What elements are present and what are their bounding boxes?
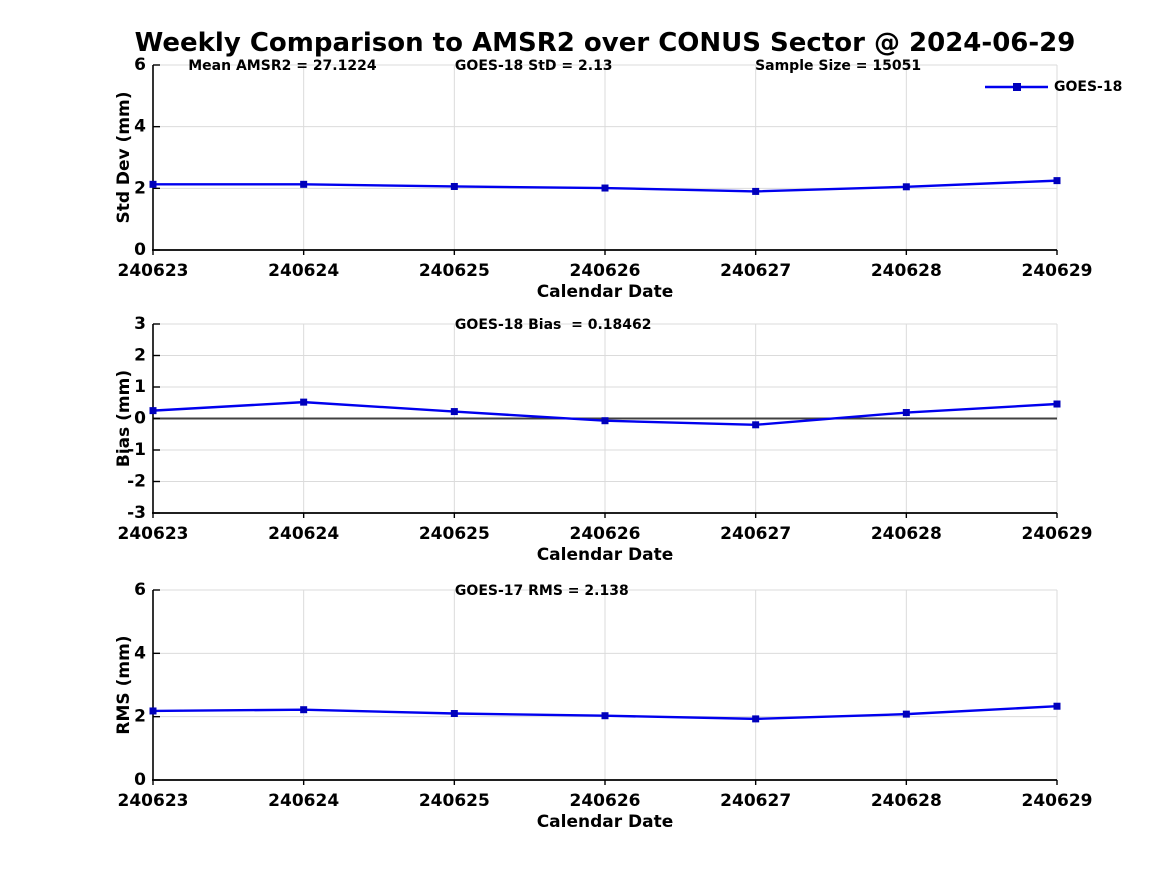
data-point-marker <box>601 712 609 720</box>
data-point-marker <box>149 180 157 188</box>
data-point-marker <box>149 407 157 415</box>
data-point-marker <box>902 183 910 191</box>
y-tick-label: -1 <box>127 440 146 460</box>
x-tick-label: 240627 <box>720 524 791 544</box>
stat-annotation: GOES-18 StD = 2.13 <box>455 58 613 74</box>
stat-annotation: GOES-17 RMS = 2.138 <box>455 583 629 599</box>
data-point-marker <box>300 180 308 188</box>
x-axis-title: Calendar Date <box>537 282 674 302</box>
x-tick-label: 240628 <box>871 524 942 544</box>
data-point-marker <box>1053 400 1061 408</box>
y-tick-label: 0 <box>134 240 146 260</box>
stat-annotation: Sample Size = 15051 <box>755 58 921 74</box>
y-axis-title: Bias (mm) <box>114 370 134 467</box>
x-tick-label: 240629 <box>1022 791 1093 811</box>
data-point-marker <box>1053 702 1061 710</box>
y-tick-label: 6 <box>134 55 146 75</box>
x-tick-label: 240624 <box>268 261 339 281</box>
y-tick-label: 6 <box>134 580 146 600</box>
x-tick-label: 240623 <box>118 791 189 811</box>
x-tick-label: 240624 <box>268 524 339 544</box>
y-tick-label: 2 <box>134 346 146 366</box>
y-tick-label: -2 <box>127 472 146 492</box>
x-tick-label: 240629 <box>1022 261 1093 281</box>
data-point-marker <box>601 417 609 425</box>
y-tick-label: 4 <box>134 117 146 137</box>
data-point-marker <box>752 187 760 195</box>
figure-title: Weekly Comparison to AMSR2 over CONUS Se… <box>134 28 1076 58</box>
x-tick-label: 240624 <box>268 791 339 811</box>
y-tick-label: 2 <box>134 178 146 198</box>
data-point-marker <box>752 421 760 429</box>
data-point-marker <box>902 710 910 718</box>
legend-marker-sample <box>1013 83 1021 91</box>
legend-label: GOES-18 <box>1054 79 1122 95</box>
data-point-marker <box>450 408 458 416</box>
x-tick-label: 240627 <box>720 261 791 281</box>
y-tick-label: 0 <box>134 409 146 429</box>
x-tick-label: 240625 <box>419 791 490 811</box>
x-tick-label: 240628 <box>871 791 942 811</box>
legend: GOES-18 <box>985 79 1122 95</box>
std-dev-subplot: 0 2 4 6 240623 240624 240625 240626 240627 240628… <box>114 55 1122 302</box>
stat-annotation: Mean AMSR2 = 27.1224 <box>188 58 377 74</box>
x-axis-title: Calendar Date <box>537 545 674 565</box>
data-point-marker <box>300 706 308 714</box>
data-point-marker <box>450 710 458 717</box>
x-tick-label: 240626 <box>570 791 641 811</box>
data-point-marker <box>1053 177 1061 185</box>
x-axis-title: Calendar Date <box>537 812 674 832</box>
stat-annotation: GOES-18 Bias = 0.18462 <box>455 317 652 333</box>
y-tick-label: 2 <box>134 707 146 727</box>
x-tick-label: 240627 <box>720 791 791 811</box>
y-tick-label: -3 <box>127 503 146 523</box>
data-point-marker <box>149 707 157 715</box>
x-tick-label: 240625 <box>419 524 490 544</box>
data-point-marker <box>902 409 910 417</box>
y-tick-label: 0 <box>134 770 146 790</box>
x-tick-label: 240626 <box>570 524 641 544</box>
x-tick-label: 240623 <box>118 524 189 544</box>
rms-subplot: 0 2 4 6 240623 240624 240625 240626 240627 240628… <box>114 580 1092 832</box>
y-axis-title: Std Dev (mm) <box>114 91 134 223</box>
data-point-marker <box>300 398 308 406</box>
x-tick-label: 240625 <box>419 261 490 281</box>
x-tick-label: 240626 <box>570 261 641 281</box>
y-tick-label: 3 <box>134 314 146 334</box>
data-point-marker <box>450 182 458 190</box>
x-tick-label: 240628 <box>871 261 942 281</box>
data-point-marker <box>752 715 760 723</box>
x-tick-label: 240623 <box>118 261 189 281</box>
y-axis-title: RMS (mm) <box>114 635 134 734</box>
data-point-marker <box>601 184 609 192</box>
y-tick-label: 1 <box>134 377 146 397</box>
y-tick-label: 4 <box>134 643 146 663</box>
x-tick-label: 240629 <box>1022 524 1093 544</box>
